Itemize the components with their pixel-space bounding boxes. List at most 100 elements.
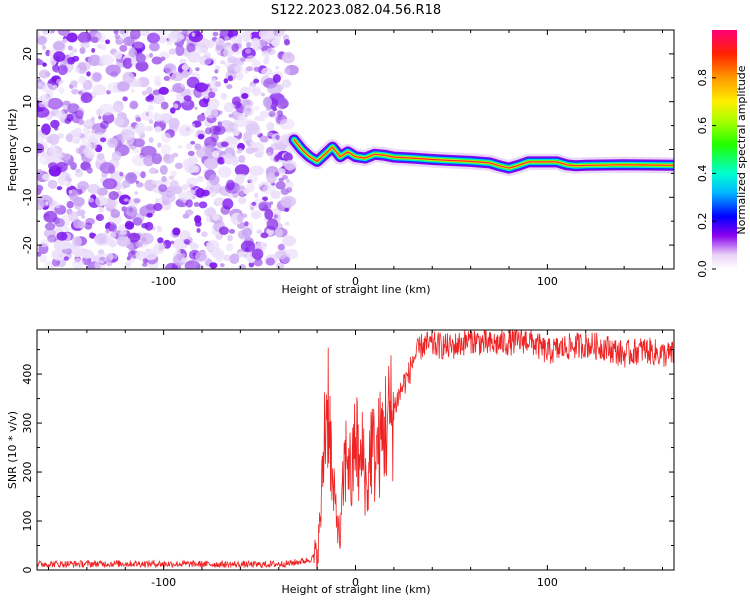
noise-speckle [262,184,276,195]
noise-speckle [113,100,124,113]
noise-speckle [100,137,107,143]
noise-speckle [151,179,159,185]
noise-speckle [153,94,165,105]
noise-speckle [274,228,284,238]
noise-speckle [222,198,234,210]
noise-speckle [37,131,42,138]
noise-speckle [236,34,243,41]
noise-speckle [281,51,295,64]
noise-speckle [208,174,220,186]
noise-speckle [95,195,106,207]
noise-speckle [207,91,216,99]
noise-speckle [250,37,261,48]
noise-speckle [204,39,215,49]
noise-speckle [113,30,119,35]
noise-speckle [180,83,185,88]
noise-speckle [171,152,179,158]
noise-speckle [75,109,84,119]
noise-speckle [246,42,252,48]
noise-speckle [129,100,139,110]
noise-speckle [186,189,196,196]
noise-speckle [46,178,52,183]
noise-speckle [241,93,249,99]
noise-speckle [133,41,143,49]
noise-speckle [86,71,91,77]
noise-speckle [181,184,189,191]
noise-speckle [234,64,244,73]
noise-speckle [218,226,229,235]
noise-speckle [256,229,263,234]
noise-speckle [131,154,148,167]
noise-speckle [135,53,146,64]
noise-speckle [267,132,274,137]
noise-speckle [72,48,78,53]
noise-speckle [162,153,175,164]
noise-speckle [89,232,95,237]
noise-speckle [185,143,192,150]
noise-speckle [96,153,105,160]
noise-speckle [161,192,176,203]
noise-speckle [141,110,154,121]
noise-speckle [113,51,123,60]
noise-speckle [153,203,163,211]
noise-speckle [54,218,65,228]
noise-speckle [238,196,247,205]
colorbar-tick-label: 0.2 [696,212,709,230]
noise-speckle [148,137,154,143]
noise-speckle [57,30,71,36]
noise-speckle [183,239,191,244]
noise-speckle [220,141,229,147]
noise-speckle [59,60,67,66]
noise-speckle [53,51,66,62]
noise-speckle [88,197,95,203]
noise-speckle [147,32,160,44]
noise-speckle [187,155,198,166]
y-tick-label: 300 [21,413,34,434]
noise-speckle [172,254,186,266]
noise-speckle [153,113,163,122]
noise-speckle [90,142,97,150]
noise-speckle [225,136,237,145]
noise-speckle [105,64,121,77]
noise-speckle [281,235,297,247]
noise-speckle [194,106,198,111]
noise-speckle [100,44,107,51]
noise-speckle [223,254,231,262]
noise-speckle [237,213,244,223]
noise-speckle [235,71,244,81]
noise-speckle [64,117,72,124]
y-tick-label: 200 [21,462,34,483]
noise-speckle [77,31,92,44]
noise-speckle [67,57,76,65]
y-tick-label: 100 [21,511,34,532]
noise-speckle [135,241,144,248]
noise-speckle [201,231,208,238]
colorbar-label: Normalized spectral amplitude [735,65,748,234]
noise-speckle [251,86,262,96]
noise-speckle [226,84,233,90]
noise-speckle [157,237,164,244]
colorbar-gradient [712,30,737,269]
noise-speckle [190,140,196,145]
noise-speckle [245,247,249,252]
noise-speckle [195,67,200,72]
noise-speckle [284,39,290,46]
noise-speckle [209,125,222,135]
noise-speckle [37,184,44,192]
noise-speckle [184,209,194,216]
noise-speckle [205,83,211,88]
noise-speckle [90,71,103,83]
noise-speckle [118,224,127,232]
noise-speckle [44,222,56,231]
noise-speckle [52,40,66,53]
noise-speckle [79,47,86,54]
noise-speckle [254,115,262,122]
noise-speckle [215,252,225,262]
noise-speckle [62,105,68,110]
noise-speckle [284,207,290,212]
noise-speckle [171,72,184,82]
y-tick-label: -10 [21,188,34,206]
noise-speckle [57,175,66,186]
noise-speckle [65,133,73,142]
noise-speckle [82,147,95,158]
